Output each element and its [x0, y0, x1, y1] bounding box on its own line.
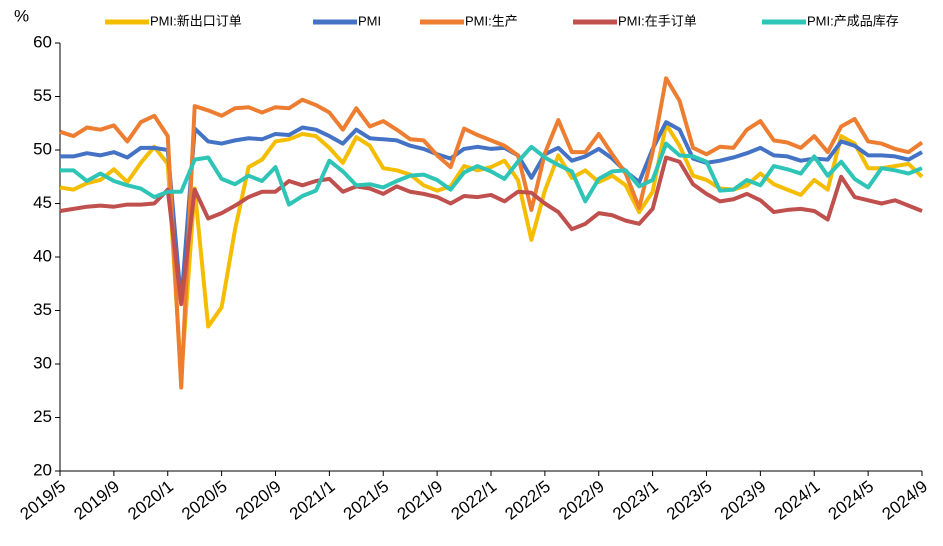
y-unit: % — [14, 6, 29, 25]
y-tick-label: 40 — [33, 246, 52, 265]
x-tick-label: 2022/9 — [555, 477, 608, 524]
line — [60, 120, 923, 306]
y-tick-label: 45 — [33, 193, 52, 212]
line — [59, 76, 924, 390]
legend-label: PMI:生产 — [465, 13, 518, 28]
x-tick-label: 2024/1 — [771, 477, 824, 524]
x-tick-label: 2021/9 — [394, 477, 447, 524]
y-tick-label: 60 — [33, 32, 52, 51]
x-tick-label: 2019/9 — [70, 477, 123, 524]
x-tick-label: 2022/1 — [448, 477, 501, 524]
x-tick-label: 2020/5 — [178, 477, 231, 524]
x-tick-label: 2020/1 — [124, 477, 177, 524]
x-tick-label: 2023/5 — [663, 477, 716, 524]
x-tick-label: 2020/9 — [232, 477, 285, 524]
x-tick-label: 2024/9 — [879, 477, 932, 524]
y-tick-label: 50 — [33, 139, 52, 158]
y-tick-label: 35 — [33, 300, 52, 319]
legend-label: PMI:在手订单 — [618, 13, 697, 28]
x-tick-label: 2024/5 — [825, 477, 878, 524]
y-tick-label: 30 — [33, 353, 52, 372]
x-tick-label: 2019/5 — [17, 477, 70, 524]
line — [60, 141, 923, 207]
y-tick-label: 25 — [33, 407, 52, 426]
legend-label: PMI:产成品库存 — [807, 13, 899, 28]
y-tick-label: 20 — [33, 460, 52, 479]
x-tick-label: 2021/5 — [340, 477, 393, 524]
line — [59, 122, 924, 380]
y-tick-label: 55 — [33, 86, 52, 105]
legend-label: PMI:新出口订单 — [150, 13, 242, 28]
x-tick-label: 2022/5 — [501, 477, 554, 524]
x-tick-label: 2023/1 — [609, 477, 662, 524]
x-tick-label: 2023/9 — [717, 477, 770, 524]
legend-label: PMI — [358, 13, 381, 28]
x-tick-label: 2021/1 — [286, 477, 339, 524]
line — [59, 155, 923, 307]
